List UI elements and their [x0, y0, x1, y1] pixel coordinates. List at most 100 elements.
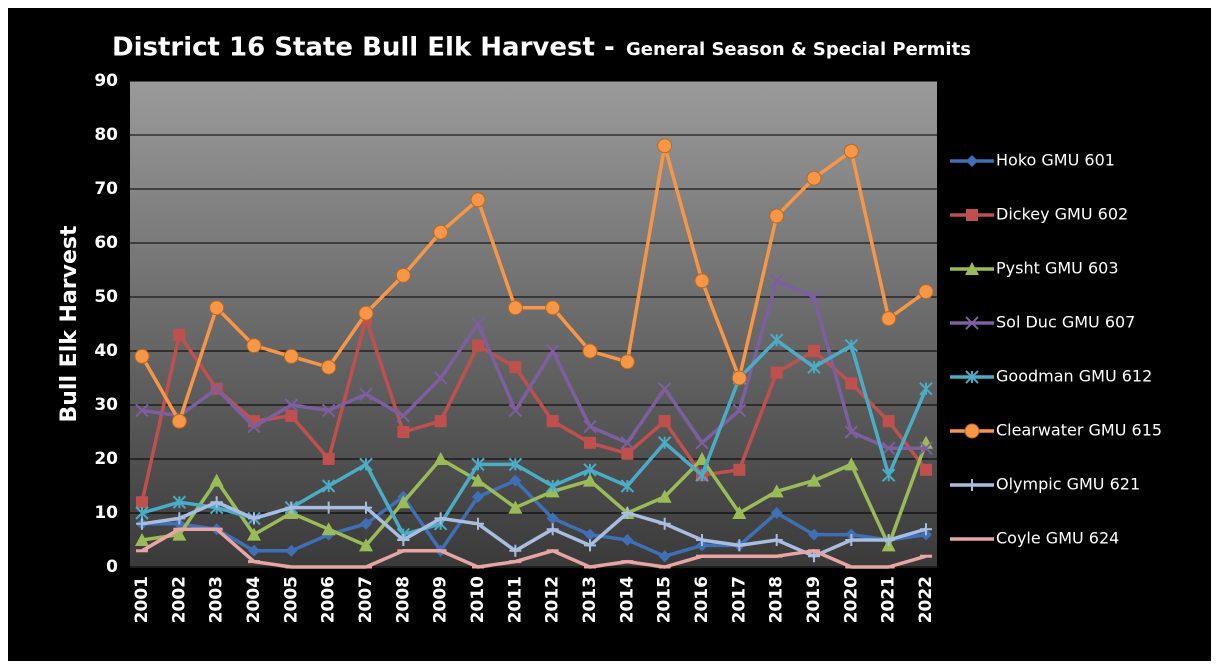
data-point: [769, 333, 784, 347]
data-point: [247, 419, 261, 434]
legend-label: Goodman GMU 612: [996, 367, 1152, 386]
x-tick-label: 2014: [617, 576, 637, 623]
legend-marker: [965, 316, 979, 330]
data-point: [695, 436, 709, 450]
data-point: [881, 468, 896, 482]
data-point: [808, 345, 820, 357]
data-point: [769, 484, 784, 498]
data-point: [434, 415, 447, 428]
data-point: [173, 512, 186, 525]
data-point: [509, 474, 522, 487]
data-point: [731, 370, 747, 386]
data-point: [471, 317, 485, 331]
legend-marker: [965, 370, 979, 384]
data-point: [472, 517, 484, 530]
x-tick-label: 2012: [543, 576, 563, 623]
y-tick-label: 70: [94, 179, 118, 199]
series-line: [140, 144, 928, 423]
data-point: [173, 328, 186, 341]
y-axis-label: Bull Elk Harvest: [57, 225, 82, 422]
data-point: [584, 539, 596, 552]
data-point: [396, 409, 411, 423]
data-point: [471, 473, 485, 487]
data-point: [845, 377, 858, 390]
data-point: [882, 534, 895, 546]
data-point: [696, 534, 708, 546]
x-tick-label: 2007: [356, 576, 376, 623]
x-tick-label: 2021: [879, 576, 899, 623]
data-point: [359, 538, 373, 552]
data-point: [918, 284, 934, 300]
data-point: [136, 496, 148, 509]
data-point: [546, 512, 559, 525]
data-point: [210, 496, 223, 509]
data-point: [620, 479, 635, 493]
data-point: [135, 506, 149, 520]
data-point: [171, 413, 187, 429]
x-tick-label: 2008: [393, 576, 413, 623]
data-point: [770, 507, 783, 519]
data-point: [135, 403, 149, 418]
data-point: [844, 338, 859, 353]
y-tick-label: 60: [94, 233, 118, 253]
data-point: [508, 403, 523, 418]
data-point: [136, 517, 148, 530]
data-point: [583, 463, 597, 477]
plot-area: [130, 81, 937, 568]
data-point: [470, 192, 486, 208]
legend-marker: [966, 479, 978, 491]
data-point: [546, 415, 559, 428]
x-tick-label: 2018: [767, 576, 787, 623]
data-point: [433, 224, 449, 240]
data-point: [807, 360, 821, 374]
x-tick-label: 2022: [916, 576, 936, 623]
x-tick-label: 2015: [655, 576, 675, 623]
data-point: [695, 468, 709, 482]
data-point: [919, 382, 933, 396]
data-point: [621, 447, 634, 460]
y-tick-label: 30: [94, 395, 118, 415]
data-point: [657, 382, 672, 396]
data-point: [545, 479, 560, 493]
legend-label: Hoko GMU 601: [996, 151, 1115, 170]
data-point: [621, 507, 634, 519]
data-point: [657, 436, 672, 450]
data-point: [360, 501, 372, 514]
data-point: [508, 457, 523, 472]
x-tick-label: 2005: [281, 576, 301, 623]
data-point: [584, 528, 596, 541]
data-point: [657, 138, 673, 154]
data-point: [248, 512, 260, 525]
x-tick-label: 2010: [468, 576, 488, 623]
series-line: [141, 279, 926, 450]
x-tick-label: 2002: [169, 576, 189, 623]
data-point: [284, 398, 299, 412]
data-point: [658, 415, 671, 428]
legend-marker: [966, 209, 978, 221]
legend-label: Coyle GMU 624: [996, 529, 1119, 548]
y-tick-label: 20: [94, 449, 118, 469]
data-point: [433, 371, 448, 385]
legend-label: Clearwater GMU 615: [996, 421, 1162, 440]
data-point: [620, 436, 635, 450]
x-tick-label: 2020: [841, 576, 861, 623]
data-point: [733, 539, 746, 552]
data-point: [657, 489, 672, 503]
data-point: [397, 426, 410, 438]
x-tick-label: 2004: [244, 576, 264, 623]
data-point: [881, 311, 897, 327]
series-line: [141, 527, 927, 569]
series-line: [140, 316, 928, 503]
y-tick-label: 50: [94, 287, 118, 307]
data-point: [507, 300, 523, 316]
data-point: [209, 473, 224, 487]
data-point: [359, 387, 373, 401]
legend-marker: [964, 423, 980, 439]
data-point: [843, 143, 859, 159]
data-point: [396, 495, 411, 509]
data-point: [769, 274, 784, 288]
data-point: [844, 425, 859, 439]
data-point: [248, 544, 260, 557]
data-point: [769, 208, 785, 224]
